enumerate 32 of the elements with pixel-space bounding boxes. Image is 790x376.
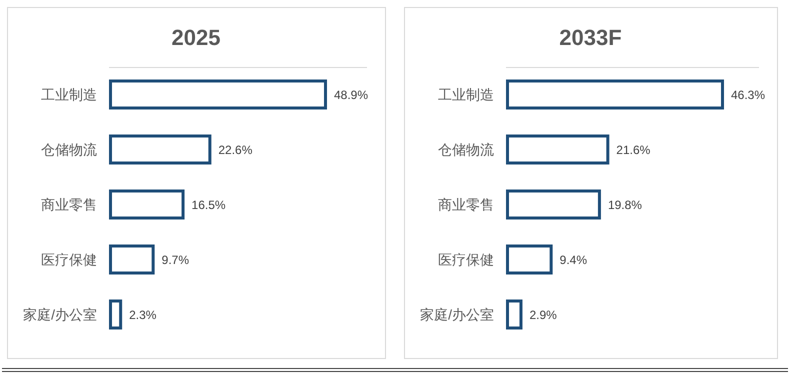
data-label: 16.5% [192, 198, 226, 212]
bar [506, 134, 610, 164]
y-tick-label: 医疗保健 [438, 252, 494, 268]
bar [109, 244, 155, 274]
data-label: 46.3% [731, 88, 766, 102]
y-tick-label: 仓储物流 [438, 142, 494, 158]
y-tick-label: 商业零售 [41, 196, 97, 212]
y-tick-label: 工业制造 [438, 86, 494, 102]
data-label: 22.6% [218, 143, 253, 157]
bar [109, 300, 122, 330]
data-label: 2.3% [129, 308, 157, 322]
chart-title: 2033F [559, 25, 622, 50]
data-label: 21.6% [616, 143, 651, 157]
bar [506, 190, 601, 220]
bar [506, 244, 553, 274]
y-tick-label: 商业零售 [438, 196, 494, 212]
y-tick-label: 医疗保健 [41, 252, 97, 268]
bar [506, 80, 724, 110]
y-tick-label: 家庭/办公室 [23, 306, 97, 322]
y-tick-label: 仓储物流 [41, 142, 97, 158]
bar [109, 190, 185, 220]
data-label: 48.9% [334, 88, 368, 102]
data-label: 9.4% [560, 253, 588, 267]
bar [109, 80, 327, 110]
y-tick-label: 家庭/办公室 [420, 306, 494, 322]
data-label: 2.9% [529, 308, 558, 322]
y-tick-label: 工业制造 [41, 86, 97, 102]
data-label: 19.8% [608, 198, 642, 212]
data-label: 9.7% [162, 253, 190, 267]
chart-title: 2025 [172, 25, 220, 50]
bar [506, 300, 522, 330]
bar [109, 134, 212, 164]
